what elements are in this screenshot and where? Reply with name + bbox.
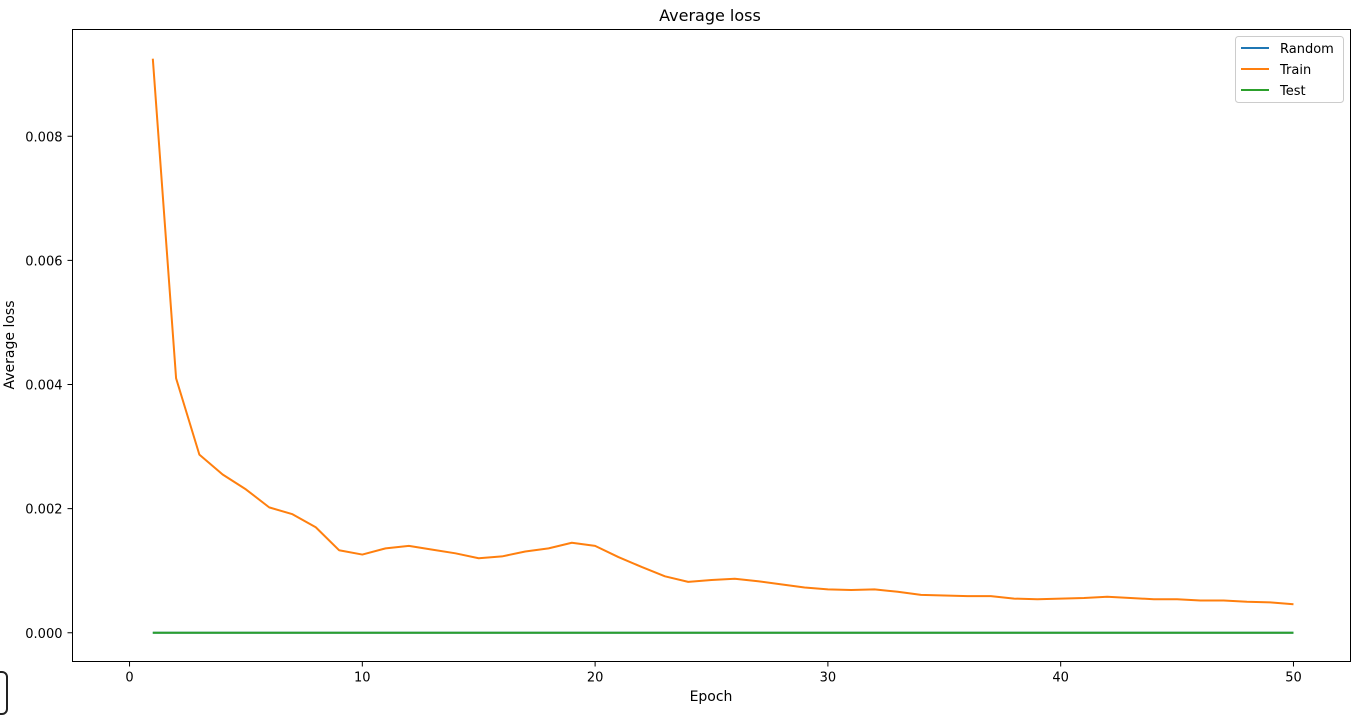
y-axis-label: Average loss bbox=[2, 301, 18, 390]
legend-label-random: Random bbox=[1280, 42, 1334, 57]
x-axis: 0 10 20 30 40 50 bbox=[125, 661, 1302, 686]
series-layer bbox=[151, 58, 1294, 634]
legend-label-train: Train bbox=[1279, 63, 1311, 78]
chart-title: Average loss bbox=[659, 6, 761, 25]
x-tick-label: 30 bbox=[820, 671, 837, 686]
x-tick-label: 40 bbox=[1052, 671, 1069, 686]
y-tick-label: 0.000 bbox=[25, 627, 62, 642]
legend: Random Train Test bbox=[1235, 36, 1344, 103]
y-tick-label: 0.008 bbox=[25, 130, 62, 145]
x-axis-label: Epoch bbox=[690, 689, 733, 705]
plot-frame bbox=[72, 29, 1351, 662]
legend-label-test: Test bbox=[1279, 84, 1306, 99]
x-tick-label: 0 bbox=[125, 671, 133, 686]
x-tick-label: 20 bbox=[587, 671, 604, 686]
y-tick-label: 0.006 bbox=[25, 254, 62, 269]
y-tick-label: 0.004 bbox=[25, 379, 62, 394]
legend-box bbox=[1235, 36, 1344, 103]
window-edge-handle bbox=[0, 671, 8, 715]
x-tick-label: 10 bbox=[354, 671, 371, 686]
y-axis: 0.000 0.002 0.004 0.006 0.008 bbox=[25, 130, 73, 642]
series-line-train bbox=[151, 58, 1294, 606]
x-tick-label: 50 bbox=[1285, 671, 1302, 686]
y-tick-label: 0.002 bbox=[25, 503, 62, 518]
